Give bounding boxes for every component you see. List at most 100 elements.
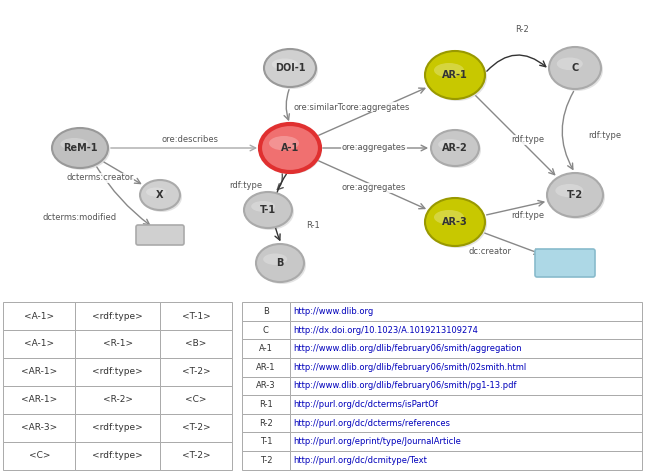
Bar [160, 302, 232, 330]
Text: <A-1>: <A-1> [25, 312, 54, 320]
Bar [290, 320, 642, 339]
Ellipse shape [433, 132, 481, 168]
Text: http://dx.doi.org/10.1023/A.1019213109274: http://dx.doi.org/10.1023/A.101921310927… [293, 326, 478, 335]
FancyArrowPatch shape [273, 174, 286, 240]
Ellipse shape [269, 136, 299, 151]
Bar [242, 358, 290, 377]
FancyArrowPatch shape [97, 167, 150, 225]
Bar [290, 451, 642, 470]
FancyArrowPatch shape [322, 145, 427, 151]
Text: R-2: R-2 [259, 419, 273, 428]
Text: <AR-3>: <AR-3> [21, 423, 57, 432]
Text: dc:creator: dc:creator [468, 247, 511, 256]
Text: T-2: T-2 [567, 190, 583, 200]
Text: A-1: A-1 [259, 344, 273, 353]
Text: A-1: A-1 [281, 143, 299, 153]
Text: R-1: R-1 [306, 220, 320, 229]
Text: ore:similarTo: ore:similarTo [293, 103, 347, 112]
Text: <rdf:type>: <rdf:type> [92, 312, 143, 320]
Text: R-2: R-2 [515, 25, 529, 34]
Ellipse shape [434, 63, 464, 77]
Bar [3, 442, 75, 470]
Ellipse shape [425, 198, 485, 246]
Ellipse shape [262, 126, 322, 174]
FancyArrowPatch shape [277, 174, 283, 190]
FancyArrowPatch shape [486, 201, 544, 215]
Text: <C>: <C> [28, 451, 50, 460]
Bar [290, 302, 642, 320]
Text: <T-2>: <T-2> [182, 367, 210, 376]
Bar [75, 386, 160, 414]
Text: AR-1: AR-1 [256, 363, 275, 372]
Text: T-1: T-1 [260, 437, 272, 446]
Ellipse shape [431, 130, 479, 166]
Ellipse shape [246, 194, 294, 230]
Ellipse shape [549, 47, 601, 89]
Text: dcterms:modified: dcterms:modified [43, 213, 117, 222]
Text: <R-2>: <R-2> [103, 396, 133, 405]
Bar [75, 442, 160, 470]
FancyBboxPatch shape [136, 225, 184, 245]
Text: R-1: R-1 [259, 400, 273, 409]
Bar [160, 386, 232, 414]
Bar [160, 442, 232, 470]
Ellipse shape [425, 51, 485, 99]
Text: AR-3: AR-3 [442, 217, 468, 227]
Bar [160, 330, 232, 358]
Text: <R-1>: <R-1> [103, 339, 133, 348]
Ellipse shape [263, 253, 287, 265]
Text: AR-3: AR-3 [256, 381, 275, 390]
Text: http://purl.org/dc/dcmitype/Text: http://purl.org/dc/dcmitype/Text [293, 456, 427, 465]
Bar [242, 451, 290, 470]
Ellipse shape [260, 124, 320, 172]
Ellipse shape [427, 53, 487, 101]
Bar [290, 395, 642, 414]
Ellipse shape [551, 49, 603, 91]
FancyArrowPatch shape [485, 233, 540, 254]
Text: DOI-1: DOI-1 [275, 63, 305, 73]
Text: http://www.dlib.org: http://www.dlib.org [293, 307, 373, 316]
Text: <T-2>: <T-2> [182, 423, 210, 432]
Bar [160, 358, 232, 386]
Ellipse shape [434, 210, 464, 224]
Ellipse shape [272, 59, 298, 70]
Bar [3, 414, 75, 442]
Text: <T-2>: <T-2> [182, 451, 210, 460]
Text: AR-2: AR-2 [442, 143, 468, 153]
Text: rdf:type: rdf:type [588, 130, 622, 140]
Ellipse shape [251, 201, 275, 212]
Bar [290, 414, 642, 432]
FancyArrowPatch shape [284, 90, 290, 120]
Text: ore:aggregates: ore:aggregates [342, 143, 406, 152]
Text: C: C [263, 326, 269, 335]
Ellipse shape [549, 175, 605, 219]
Bar [3, 358, 75, 386]
Ellipse shape [547, 173, 603, 217]
Ellipse shape [142, 182, 182, 212]
Bar [242, 414, 290, 432]
Text: ore:describes: ore:describes [161, 135, 219, 144]
Text: <T-1>: <T-1> [182, 312, 210, 320]
Text: T-2: T-2 [260, 456, 272, 465]
Bar [3, 386, 75, 414]
Ellipse shape [557, 58, 583, 70]
Ellipse shape [555, 184, 583, 197]
Text: X: X [156, 190, 164, 200]
Bar [242, 395, 290, 414]
Text: http://www.dlib.org/dlib/february06/smith/02smith.html: http://www.dlib.org/dlib/february06/smit… [293, 363, 526, 372]
Text: http://purl.org/dc/dcterms/references: http://purl.org/dc/dcterms/references [293, 419, 450, 428]
Bar [75, 414, 160, 442]
Text: T-1: T-1 [260, 205, 276, 215]
Bar [160, 414, 232, 442]
Text: AR-1: AR-1 [442, 70, 468, 80]
Text: rdf:type: rdf:type [230, 180, 263, 189]
Bar [290, 358, 642, 377]
Text: ReM-1: ReM-1 [63, 143, 97, 153]
Text: <rdf:type>: <rdf:type> [92, 367, 143, 376]
Bar [3, 302, 75, 330]
Ellipse shape [146, 187, 166, 196]
Text: <rdf:type>: <rdf:type> [92, 423, 143, 432]
Ellipse shape [427, 200, 487, 248]
Text: B: B [276, 258, 284, 268]
Text: http://purl.org/eprint/type/JournalArticle: http://purl.org/eprint/type/JournalArtic… [293, 437, 461, 446]
